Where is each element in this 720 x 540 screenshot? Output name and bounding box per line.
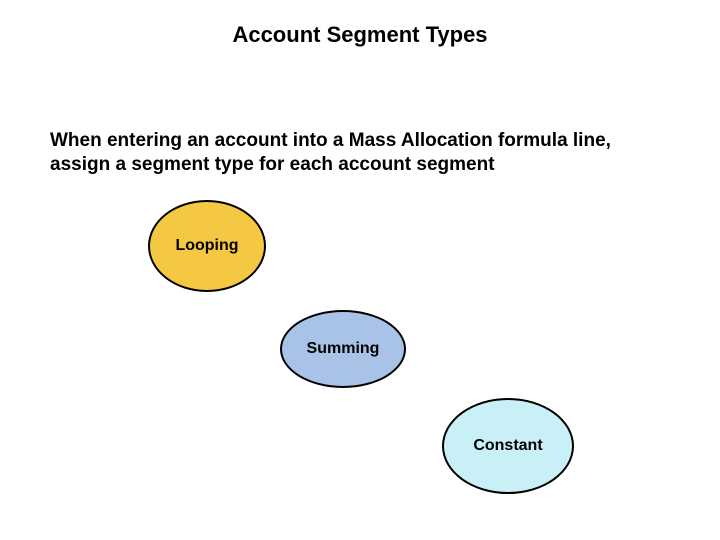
ellipse-looping-label: Looping <box>175 237 238 255</box>
ellipse-summing: Summing <box>280 310 406 388</box>
ellipse-looping: Looping <box>148 200 266 292</box>
ellipse-constant-label: Constant <box>473 437 542 455</box>
ellipse-constant: Constant <box>442 398 574 494</box>
description-text: When entering an account into a Mass All… <box>50 129 650 177</box>
ellipse-summing-label: Summing <box>307 340 380 358</box>
page-title: Account Segment Types <box>0 22 720 48</box>
